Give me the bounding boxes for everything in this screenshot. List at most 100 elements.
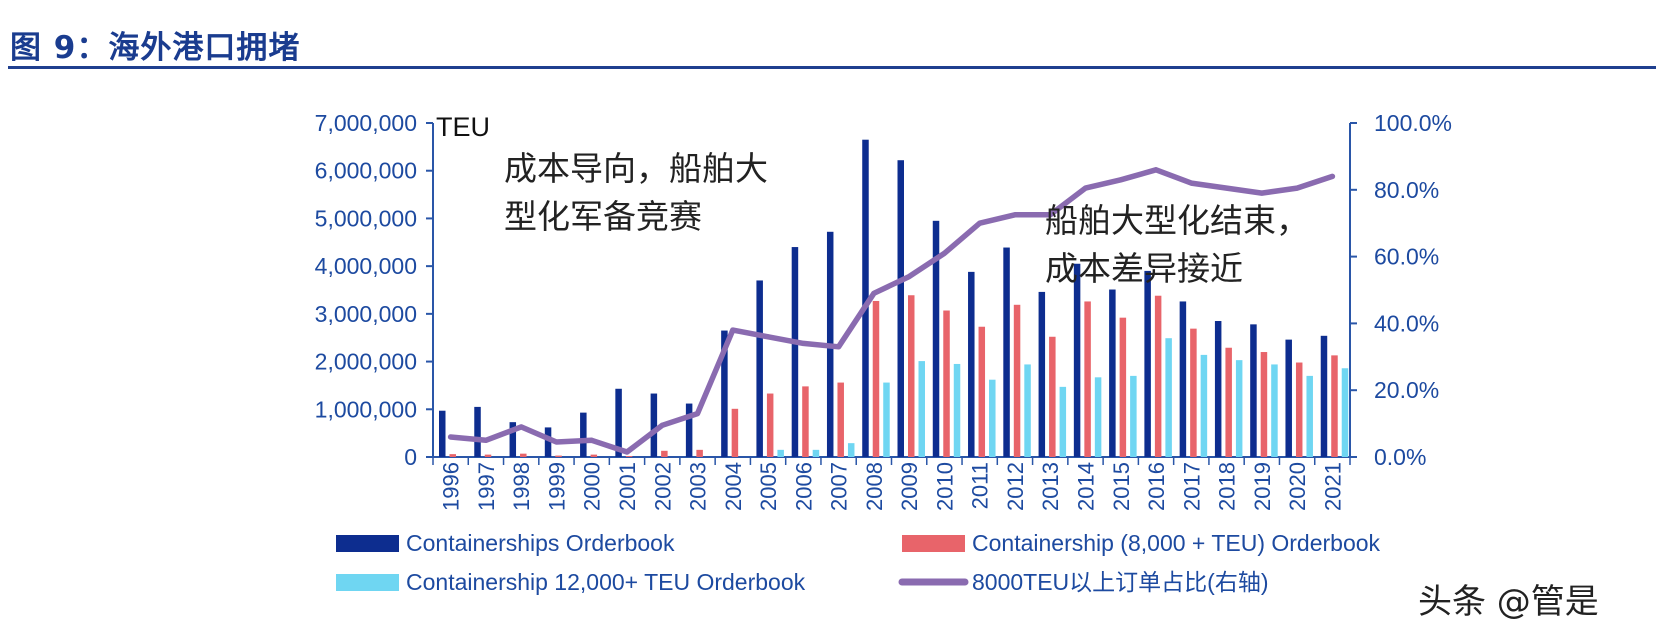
bar-orderbook-8000 (978, 326, 986, 457)
x-tick-label: 1997 (474, 462, 499, 511)
x-tick-label: 2014 (1073, 462, 1098, 511)
bar-orderbook (1214, 321, 1222, 457)
bar-orderbook-12000 (883, 382, 890, 457)
bar-orderbook-8000 (802, 386, 809, 457)
bar-orderbook (1250, 324, 1257, 457)
left-tick-label: 0 (404, 444, 417, 470)
bar-orderbook-8000 (766, 393, 774, 457)
bar-orderbook-8000 (1119, 317, 1127, 457)
left-axis-unit-label: TEU (436, 112, 490, 142)
right-tick-label: 100.0% (1374, 110, 1452, 136)
share-line-point (800, 340, 806, 346)
right-tick-label: 80.0% (1374, 177, 1439, 203)
x-tick-label: 2020 (1285, 462, 1310, 511)
left-tick-label: 3,000,000 (315, 301, 417, 327)
figure-title: 图 9：海外港口拥堵 (10, 30, 301, 66)
bar-orderbook-12000 (777, 449, 784, 457)
bar-orderbook-8000 (908, 295, 915, 457)
x-tick-label: 2019 (1250, 462, 1275, 511)
bar-orderbook (474, 406, 481, 457)
share-line-point (553, 439, 559, 445)
left-tick-label: 7,000,000 (315, 110, 417, 136)
bar-orderbook-8000 (1154, 295, 1162, 457)
x-tick-label: 2015 (1109, 462, 1134, 511)
x-tick-label: 2004 (721, 462, 746, 511)
annotation-1-line-1: 成本导向，船舶大 (504, 149, 768, 188)
bar-orderbook-8000 (625, 456, 633, 457)
x-tick-label: 2018 (1215, 462, 1240, 511)
annotation-2-line-1: 船舶大型化结束， (1045, 201, 1309, 240)
annotation-1-line-2: 型化军备竞赛 (504, 197, 702, 236)
share-line-point (836, 344, 842, 350)
bar-orderbook-12000 (953, 363, 961, 457)
bar-orderbook-8000 (943, 310, 950, 457)
legend-label-orderbook-12000: Containership 12,000+ TEU Orderbook (406, 569, 806, 595)
legend-label-share-line: 8000TEU以上订单占比(右轴) (972, 569, 1268, 595)
x-tick-label: 2016 (1144, 462, 1169, 511)
share-line-point (871, 290, 877, 296)
bar-orderbook (1285, 339, 1292, 457)
bar-orderbook-8000 (484, 454, 492, 457)
bar-orderbook-12000 (1200, 354, 1208, 457)
share-line-point (483, 437, 489, 443)
share-line-point (518, 424, 524, 430)
legend-swatch-orderbook (336, 535, 399, 552)
tick-labels: 0 1,000,000 2,000,000 3,000,000 4,000,000 5,0… (315, 110, 1452, 511)
bar-orderbook-8000 (837, 382, 844, 457)
bar-orderbook (580, 412, 587, 457)
bar-orderbook (615, 388, 622, 457)
bar-orderbook-8000 (555, 455, 562, 457)
bar-orderbook (1144, 270, 1151, 457)
bar-orderbook (544, 427, 552, 457)
x-tick-label: 2000 (580, 462, 605, 511)
chart-legend: Containerships Orderbook Containership (… (336, 530, 1381, 595)
bar-orderbook (1109, 289, 1116, 457)
watermark: 头条 @管是 (1418, 582, 1599, 622)
bar-orderbook-12000 (1271, 364, 1278, 457)
share-line-point (589, 437, 595, 443)
bar-orderbook (968, 271, 975, 457)
share-line-point (1153, 167, 1159, 173)
share-line-point (1259, 190, 1265, 196)
x-tick-label: 1998 (509, 462, 534, 511)
bar-orderbook (685, 403, 693, 457)
x-tick-label: 1999 (544, 462, 569, 511)
bar-orderbook-12000 (1024, 364, 1031, 457)
bar-orderbook-12000 (1130, 375, 1137, 457)
bar-orderbook-8000 (661, 450, 668, 457)
share-line-point (624, 449, 630, 455)
share-line-point (1188, 180, 1194, 186)
bar-orderbook (897, 160, 904, 457)
right-tick-label: 40.0% (1374, 310, 1439, 336)
left-tick-label: 6,000,000 (315, 158, 417, 184)
right-tick-label: 60.0% (1374, 244, 1439, 270)
bar-orderbook-12000 (1059, 386, 1067, 457)
bar-orderbook (1038, 291, 1046, 457)
bar-orderbook-8000 (590, 454, 598, 457)
bar-orderbook-8000 (1260, 352, 1268, 457)
x-tick-label: 1996 (439, 462, 464, 511)
bar-orderbook-8000 (872, 300, 880, 457)
legend-label-orderbook-8000: Containership (8,000 + TEU) Orderbook (972, 530, 1381, 556)
bar-orderbook (791, 247, 799, 457)
x-tick-label: 2002 (650, 462, 675, 511)
bar-orderbook-8000 (1013, 304, 1021, 457)
share-line-point (1047, 212, 1053, 218)
bar-orderbook (650, 393, 658, 457)
bar-orderbook-8000 (1331, 355, 1338, 457)
share-line-point (1082, 185, 1088, 191)
bar-orderbook (862, 139, 869, 457)
bar-series (439, 139, 1349, 457)
bar-orderbook-8000 (1190, 328, 1197, 457)
legend-swatch-orderbook-8000 (902, 535, 965, 552)
share-line-path (447, 167, 1336, 455)
x-tick-label: 2007 (827, 462, 852, 511)
bar-orderbook-8000 (1049, 336, 1056, 457)
share-line-series (447, 167, 1336, 455)
bar-orderbook-12000 (989, 379, 996, 457)
x-tick-label: 2017 (1179, 462, 1204, 511)
title-divider (8, 66, 1656, 69)
bar-orderbook-8000 (449, 454, 456, 457)
bar-orderbook (721, 330, 728, 457)
